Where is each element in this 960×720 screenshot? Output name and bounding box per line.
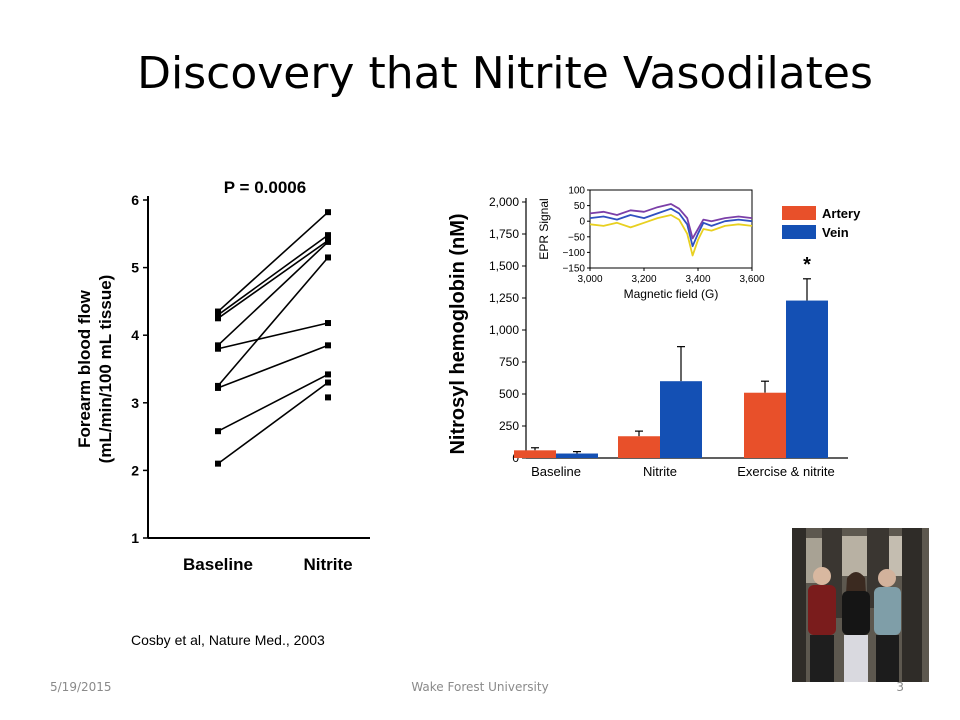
inset-frame (589, 189, 753, 269)
baseline-point (215, 315, 221, 322)
nitrite-point (325, 342, 331, 349)
inset-y-tick-label: 0 (579, 217, 585, 228)
subject-line (217, 373, 329, 432)
nitrite-point (325, 371, 331, 378)
legend-swatch (782, 225, 816, 239)
x-tick-label: Baseline (183, 555, 253, 574)
inset-y-tick-label: −100 (562, 248, 585, 259)
researchers-photo (792, 528, 929, 682)
x-tick-label: Exercise & nitrite (737, 464, 835, 479)
slide-title: Discovery that Nitrite Vasodilates (137, 48, 873, 99)
y-tick-label: 4 (131, 327, 139, 343)
baseline-point (215, 345, 221, 352)
bar-vein (786, 300, 828, 458)
y-tick-label: 2,000 (489, 195, 519, 209)
footer-date: 5/19/2015 (50, 680, 112, 694)
bar-artery (618, 436, 660, 458)
nitrite-point (325, 238, 331, 245)
x-tick-label: Baseline (531, 464, 581, 479)
significance-marker: * (803, 254, 811, 276)
baseline-point (215, 384, 221, 391)
inset-trace (589, 214, 753, 257)
y-tick-label: 2 (131, 462, 139, 478)
x-tick-label: Nitrite (643, 464, 677, 479)
y-tick-label: 1,750 (489, 227, 519, 241)
y-tick-label: 3 (131, 395, 139, 411)
bar-artery (744, 392, 786, 458)
y-axis-label: Forearm blood flow (mL/min/100 mL tissue) (75, 275, 115, 464)
bar-vein (660, 381, 702, 458)
nitrite-point (325, 232, 331, 239)
baseline-point (215, 308, 221, 315)
subject-line (217, 381, 329, 465)
subject-line (217, 344, 329, 389)
footer-organization: Wake Forest University (411, 680, 549, 694)
bar-vein (556, 453, 598, 458)
y-axis-label-line: (mL/min/100 mL tissue) (96, 275, 115, 464)
subject-line (217, 256, 329, 387)
inset-y-tick-label: 100 (568, 186, 585, 197)
baseline-point (215, 311, 221, 318)
chart-title: P = 0.0006 (224, 178, 306, 197)
footer-page-number: 3 (896, 680, 904, 694)
inset-y-tick-label: 50 (574, 201, 586, 212)
citation: Cosby et al, Nature Med., 2003 (131, 632, 325, 648)
inset-x-tick-label: 3,200 (631, 274, 656, 285)
y-tick-label: 5 (131, 260, 139, 276)
baseline-point (215, 428, 221, 435)
inset-x-axis-label: Magnetic field (G) (624, 287, 719, 301)
legend-swatch (782, 206, 816, 220)
inset-y-tick-label: −150 (562, 264, 585, 275)
y-tick-label: 1 (131, 530, 139, 546)
subject-line (217, 239, 329, 319)
inset-trace (589, 203, 753, 240)
forearm-blood-flow-chart: 1 2 3 4 5 6 Baseline Nitrite P = 0.0006 Forearm b… (75, 178, 370, 574)
inset-x-tick-label: 3,000 (577, 274, 602, 285)
y-tick-label: 1,250 (489, 291, 519, 305)
y-tick-label: 750 (499, 355, 519, 369)
x-tick-label: Nitrite (303, 555, 352, 574)
inset-x-tick-label: 3,400 (685, 274, 710, 285)
legend-label: Vein (822, 225, 849, 240)
nitrite-point (325, 394, 331, 401)
baseline-point (215, 460, 221, 467)
inset-trace (589, 207, 753, 248)
bar-artery (514, 450, 556, 458)
baseline-point (215, 342, 221, 349)
inset-x-tick-label: 3,600 (739, 274, 764, 285)
nitrite-point (325, 379, 331, 386)
y-axis-label: Nitrosyl hemoglobin (nM) (447, 213, 469, 454)
legend-label: Artery (822, 206, 861, 221)
nitrosyl-hemoglobin-chart: 0 250 500 750 1,000 1,250 1,500 1,750 2,000 Nitro… (447, 186, 861, 480)
nitrite-point (325, 254, 331, 261)
subject-line (217, 234, 329, 316)
nitrite-point (325, 209, 331, 216)
subject-line (217, 211, 329, 313)
nitrite-point (325, 320, 331, 327)
y-tick-label: 250 (499, 419, 519, 433)
y-tick-label: 1,500 (489, 259, 519, 273)
subject-line (217, 241, 329, 346)
subject-line (217, 322, 329, 350)
y-tick-label: 6 (131, 192, 139, 208)
inset-y-tick-label: −50 (568, 232, 585, 243)
y-axis-label-line: Forearm blood flow (75, 289, 94, 448)
y-tick-label: 1,000 (489, 323, 519, 337)
inset-y-axis-label: EPR Signal (537, 198, 551, 259)
y-tick-label: 500 (499, 387, 519, 401)
